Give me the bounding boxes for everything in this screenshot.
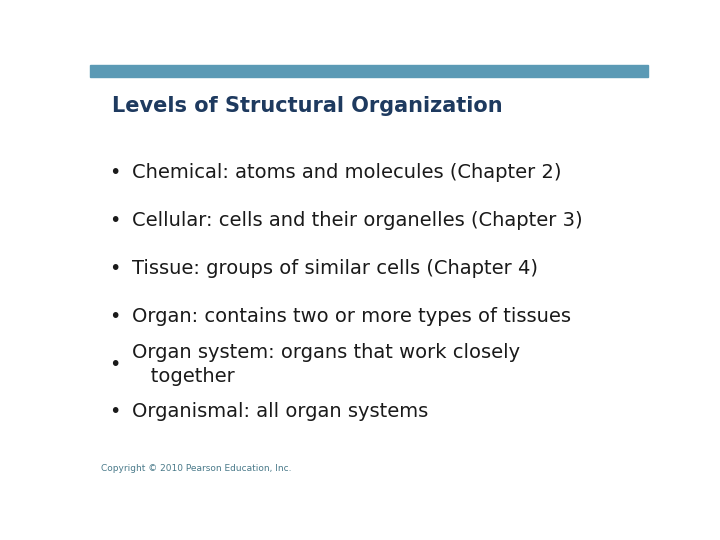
Text: •: •: [109, 211, 121, 230]
Text: Chemical: atoms and molecules (Chapter 2): Chemical: atoms and molecules (Chapter 2…: [132, 164, 562, 183]
Text: Levels of Structural Organization: Levels of Structural Organization: [112, 96, 503, 117]
Text: Tissue: groups of similar cells (Chapter 4): Tissue: groups of similar cells (Chapter…: [132, 259, 538, 278]
Text: •: •: [109, 355, 121, 374]
Text: •: •: [109, 402, 121, 422]
Text: Organ: contains two or more types of tissues: Organ: contains two or more types of tis…: [132, 307, 571, 326]
Text: Organismal: all organ systems: Organismal: all organ systems: [132, 402, 428, 422]
Text: Cellular: cells and their organelles (Chapter 3): Cellular: cells and their organelles (Ch…: [132, 211, 582, 230]
Text: •: •: [109, 259, 121, 278]
Text: •: •: [109, 164, 121, 183]
Text: Organ system: organs that work closely
   together: Organ system: organs that work closely t…: [132, 342, 520, 386]
Text: •: •: [109, 307, 121, 326]
Text: Copyright © 2010 Pearson Education, Inc.: Copyright © 2010 Pearson Education, Inc.: [101, 464, 292, 473]
Bar: [90, 65, 648, 77]
